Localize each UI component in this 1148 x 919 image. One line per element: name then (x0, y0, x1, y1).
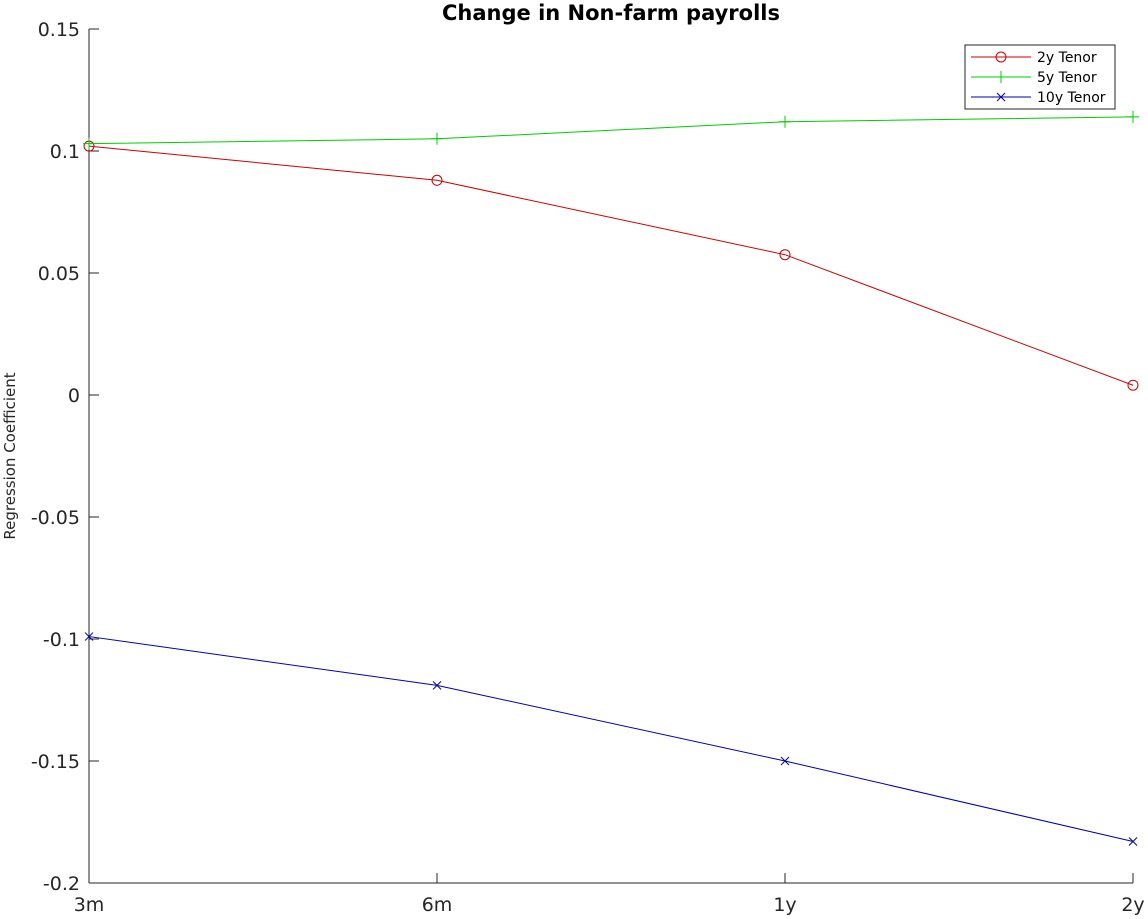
data-point (431, 174, 443, 186)
legend-marker (995, 51, 1007, 63)
legend-item: 10y Tenor (971, 90, 1106, 106)
legend-label: 5y Tenor (1037, 70, 1097, 86)
y-tick-label: 0 (68, 385, 80, 407)
x-tick-label: 1y (773, 894, 796, 916)
series-line (88, 116, 1134, 145)
chart-title: Change in Non-farm payrolls (442, 1, 780, 25)
data-point (84, 632, 94, 641)
data-point (779, 249, 791, 261)
y-tick-label: -0.15 (31, 751, 80, 773)
legend-marker (995, 71, 1007, 83)
data-point (1127, 110, 1139, 123)
y-tick-label: 0.1 (50, 141, 80, 163)
legend-label: 2y Tenor (1037, 50, 1097, 66)
legend-item: 5y Tenor (971, 70, 1097, 86)
legend-marker (996, 92, 1006, 102)
y-tick-label: -0.05 (31, 507, 80, 529)
data-point (432, 681, 442, 690)
legend: 2y Tenor 5y Tenor 10y Tenor (964, 44, 1116, 110)
series-line (88, 145, 1134, 386)
y-tick-label: -0.1 (43, 629, 80, 651)
x-tick-label: 6m (422, 894, 453, 916)
legend-item: 2y Tenor (971, 50, 1097, 66)
y-tick-label: -0.2 (43, 873, 80, 895)
data-point (83, 137, 95, 150)
series-layer (83, 110, 1139, 846)
data-point (780, 756, 790, 766)
data-point (1127, 379, 1139, 391)
y-tick-label: 0.15 (38, 19, 80, 41)
data-point (779, 115, 791, 128)
series-line (88, 636, 1134, 843)
y-tick-label: 0.05 (38, 263, 80, 285)
legend-label: 10y Tenor (1037, 90, 1106, 106)
y-axis-title: Regression Coefficient (1, 372, 19, 539)
x-tick-label: 3m (74, 894, 105, 916)
data-point (431, 132, 443, 145)
series-5y-tenor (83, 110, 1139, 150)
data-point (1128, 837, 1138, 846)
axes: -0.2 -0.15 -0.1 -0.05 0 0.05 0.1 0.15 3m 6m 1y 2y (31, 19, 1145, 916)
x-tick-label: 2y (1121, 894, 1144, 916)
series-2y-tenor (83, 140, 1139, 391)
series-10y-tenor (84, 632, 1138, 846)
